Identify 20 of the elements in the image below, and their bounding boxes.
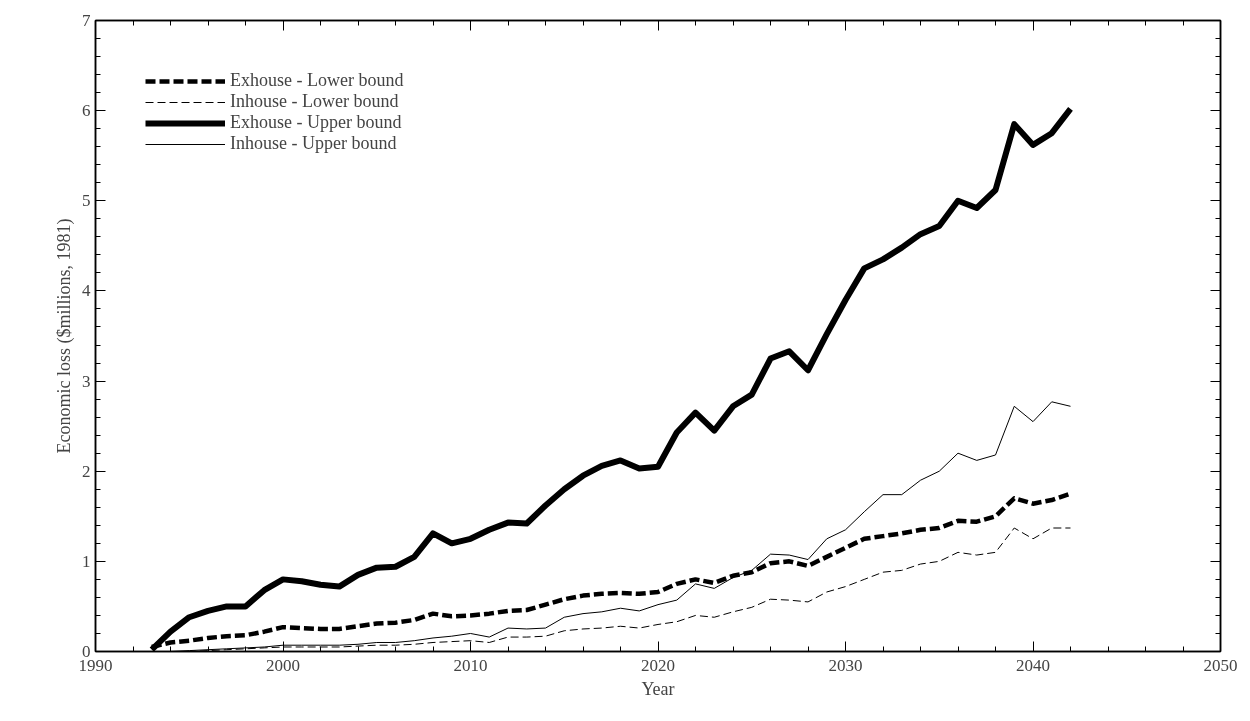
- x-tick-label: 2000: [266, 655, 300, 675]
- legend-label: Inhouse - Lower bound: [230, 91, 399, 112]
- x-tick-label: 2010: [453, 655, 488, 675]
- x-tick-label: 2050: [1203, 655, 1238, 675]
- y-tick-label: 6: [82, 101, 91, 121]
- x-tick-label: 2030: [828, 655, 863, 675]
- legend-label: Inhouse - Upper bound: [230, 133, 397, 154]
- y-tick-label: 1: [82, 551, 91, 571]
- y-tick-label: 2: [82, 461, 91, 481]
- y-tick-label: 5: [82, 191, 91, 211]
- y-tick-label: 7: [82, 11, 91, 30]
- y-tick-label: 3: [82, 371, 91, 391]
- x-tick-label: 2020: [641, 655, 675, 675]
- legend-label: Exhouse - Lower bound: [230, 70, 404, 91]
- y-axis-title: Economic loss ($millions, 1981): [54, 218, 75, 454]
- y-tick-label: 0: [82, 642, 91, 661]
- x-tick-label: 2040: [1016, 655, 1050, 675]
- y-tick-label: 4: [82, 281, 91, 301]
- legend-label: Exhouse - Upper bound: [230, 112, 402, 133]
- x-axis-title: Year: [641, 678, 675, 699]
